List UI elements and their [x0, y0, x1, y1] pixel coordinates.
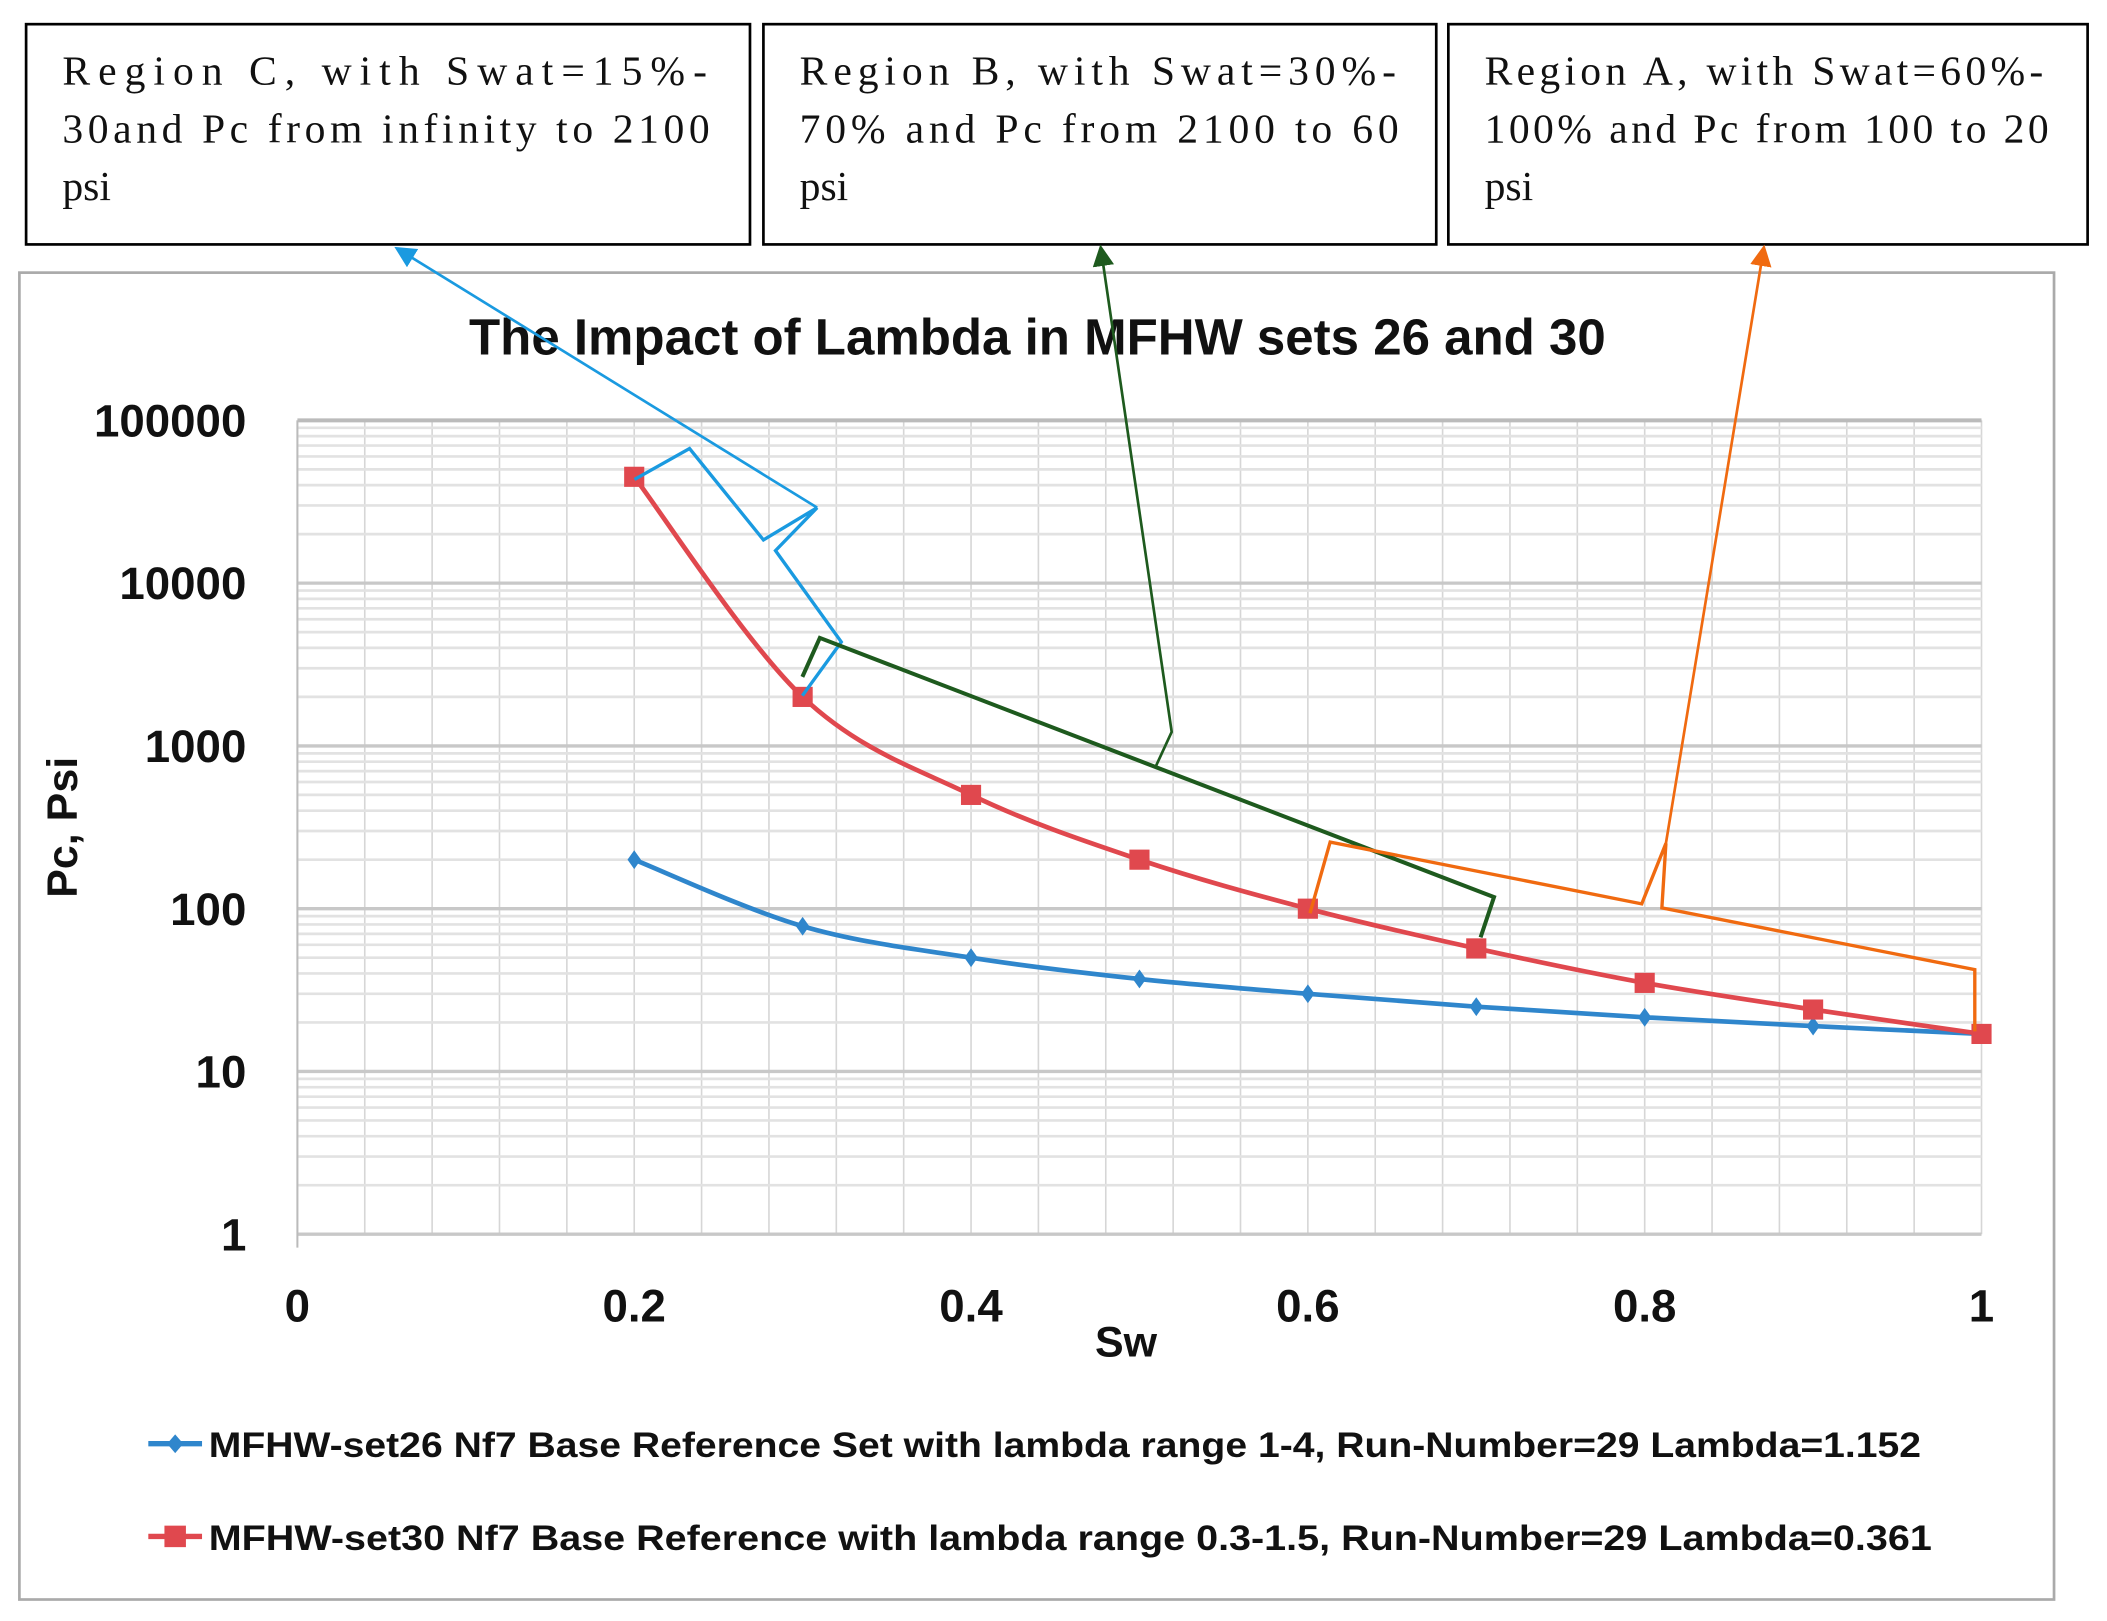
series-line-set30	[632, 475, 1982, 1037]
region-c-arrow	[394, 246, 818, 509]
x-tick-label: 0.2	[602, 1281, 665, 1332]
y-axis-label: Pc, Psi	[39, 757, 87, 898]
data-point	[1466, 938, 1487, 959]
series-layer	[624, 466, 1992, 1045]
annotation-line: Region A, with Swat=60%-	[1485, 49, 2044, 95]
annotation-line: 30and Pc from infinity to 2100	[62, 106, 709, 152]
region-a-arrow	[1664, 244, 1772, 844]
legend-label: MFHW-set26 Nf7 Base Reference Set with l…	[209, 1426, 1921, 1465]
legend-item-set30: MFHW-set30 Nf7 Base Reference with lambd…	[148, 1519, 1932, 1558]
y-tick-label: 100	[170, 884, 246, 935]
legend-label: MFHW-set30 Nf7 Base Reference with lambd…	[209, 1519, 1932, 1558]
data-point	[792, 686, 813, 707]
region-c-bracket	[394, 246, 844, 697]
annotation-line: Region B, with Swat=30%-	[800, 49, 1396, 95]
data-point	[1301, 984, 1315, 1004]
square-marker-icon	[164, 1525, 186, 1548]
annotation-box-region-a: Region A, with Swat=60%- 100% and Pc fro…	[1446, 22, 2089, 246]
x-tick-label: 0	[285, 1281, 310, 1332]
annotation-line: Region C, with Swat=15%-	[62, 49, 707, 95]
y-tick-label: 1000	[145, 721, 247, 772]
region-b-arrow	[1092, 244, 1174, 768]
x-tick-label: 1	[1969, 1281, 1994, 1332]
data-point	[960, 784, 982, 805]
data-point	[1469, 997, 1483, 1017]
annotation-box-region-c: Region C, with Swat=15%- 30and Pc from i…	[24, 22, 752, 246]
data-point	[1634, 972, 1655, 993]
chart-title: The Impact of Lambda in MFHW sets 26 and…	[469, 309, 1606, 366]
legend: MFHW-set26 Nf7 Base Reference Set with l…	[148, 1426, 1932, 1558]
region-a-bracket	[1308, 244, 1977, 1032]
series-line-set26	[633, 857, 1982, 1037]
x-tick-label: 0.8	[1613, 1281, 1676, 1332]
data-point	[1129, 849, 1150, 870]
data-point	[964, 948, 978, 968]
legend-item-set26: MFHW-set26 Nf7 Base Reference Set with l…	[148, 1426, 1921, 1465]
annotation-line: psi	[1485, 164, 1534, 210]
x-axis-label: Sw	[1095, 1318, 1158, 1366]
x-tick-label: 0.4	[939, 1281, 1003, 1332]
y-tick-label: 10	[196, 1047, 247, 1098]
data-point	[627, 850, 641, 870]
data-point	[1132, 969, 1147, 989]
data-point	[624, 466, 645, 487]
y-tick-label: 100000	[94, 395, 246, 446]
annotation-line: psi	[800, 164, 849, 210]
data-point	[1803, 999, 1824, 1020]
y-tick-label: 10000	[119, 558, 246, 609]
axes: 1 10 100 1000 10000 100000 0 0.2 0.4 0.6 0.8 1	[94, 395, 1994, 1331]
data-point	[1637, 1007, 1652, 1027]
chart-frame	[18, 271, 2056, 1601]
annotation-box-region-b: Region B, with Swat=30%- 70% and Pc from…	[762, 22, 1438, 246]
y-tick-label: 1	[221, 1209, 246, 1260]
annotation-line: psi	[62, 164, 111, 210]
data-point	[1806, 1016, 1820, 1036]
annotation-line: 70% and Pc from 2100 to 60	[800, 106, 1399, 152]
data-point	[795, 916, 810, 936]
x-tick-label: 0.6	[1276, 1281, 1339, 1332]
annotation-line: 100% and Pc from 100 to 20	[1485, 106, 2049, 152]
region-b-bracket	[800, 244, 1497, 939]
